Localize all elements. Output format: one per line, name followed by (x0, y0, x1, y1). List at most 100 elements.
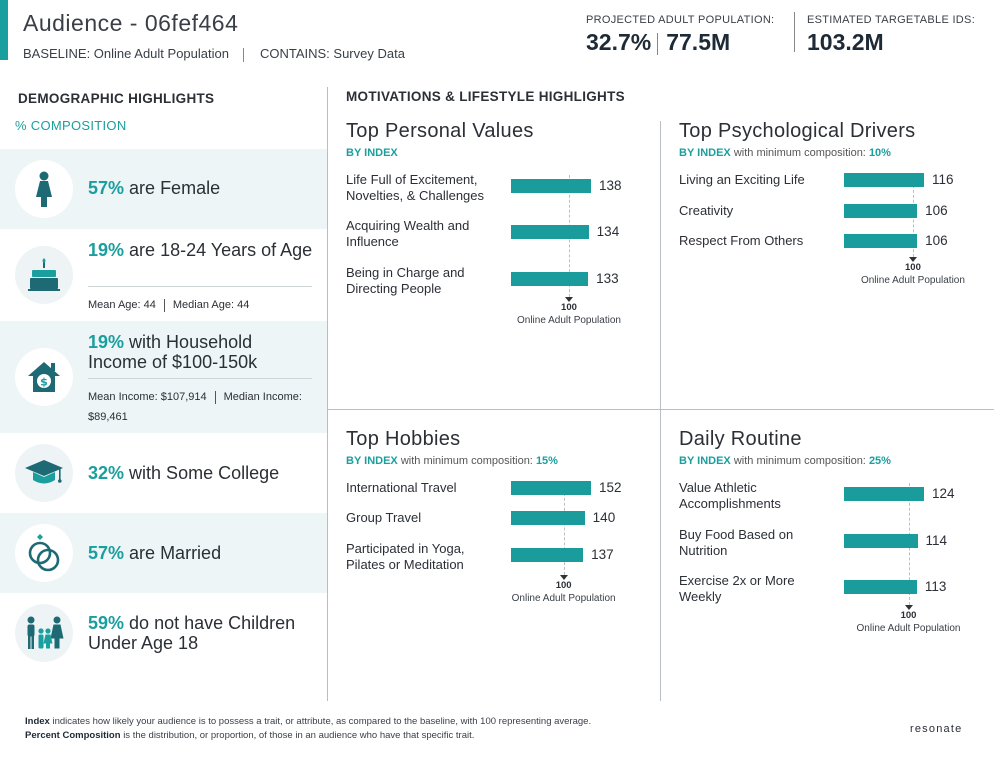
projected-population-values: 32.7% 77.5M (586, 29, 774, 56)
demo-row-income: $ 19% with Household Income of $100-150k… (0, 321, 327, 433)
index-bar-value: 114 (925, 533, 948, 548)
page-title: Audience - 06fef464 (23, 10, 239, 36)
median-age: Median Age: 44 (172, 299, 250, 311)
index-bar-value: 138 (599, 178, 622, 193)
index-bar-value: 113 (924, 579, 947, 594)
baseline-arrow-icon (564, 297, 573, 302)
index-bar-label: International Travel (346, 480, 457, 495)
baseline-value: 100 (561, 302, 577, 313)
index-bar-label: Being in Charge and Directing People (346, 265, 465, 296)
demographic-highlights-title: DEMOGRAPHIC HIGHLIGHTS (18, 91, 215, 106)
demo-sub-age: Mean Age: 44 Median Age: 44 (88, 286, 312, 315)
index-bar-label: Buy Food Based on Nutrition (679, 527, 794, 558)
panel-personal-values: Top Personal Values BY INDEX Life Full o… (346, 120, 646, 400)
left-panel-divider (327, 87, 328, 701)
panel-subtitle: BY INDEX (346, 147, 398, 159)
index-bar (511, 511, 585, 525)
demo-row-married: 57% are Married (0, 513, 327, 593)
demo-text-education: 32% with Some College (88, 463, 280, 483)
resonate-logo: resonate (910, 723, 963, 735)
composition-label: % COMPOSITION (15, 118, 127, 133)
index-bar-label: Creativity (679, 203, 734, 218)
panel-hobbies: Top Hobbies BY INDEX with minimum compos… (346, 428, 646, 698)
index-bar-value: 106 (925, 233, 948, 248)
index-bar-label: Living an Exciting Life (679, 172, 805, 187)
index-bar-label: Participated in Yoga, Pilates or Meditat… (346, 541, 465, 572)
index-bar-label: Exercise 2x or More Weekly (679, 573, 795, 604)
panel-horizontal-divider (328, 409, 994, 410)
birthday-cake-icon (15, 246, 73, 304)
panel-subtitle: BY INDEX with minimum composition: 25% (679, 455, 891, 467)
baseline-value: 100 (555, 580, 572, 591)
header-subtitle: BASELINE: Online Adult Population CONTAIN… (23, 46, 405, 62)
index-bar (511, 272, 589, 286)
family-icon (15, 604, 73, 662)
demo-text-age: 19% are 18-24 Years of Age (88, 240, 313, 260)
index-bar (844, 234, 918, 248)
contains-label: CONTAINS: Survey Data (259, 46, 405, 61)
header-accent-bar (0, 0, 8, 60)
index-bar-value: 133 (596, 271, 619, 286)
baseline-arrow-icon (904, 605, 913, 610)
demo-row-education: 32% with Some College (0, 433, 327, 513)
projected-population-count: 77.5M (666, 29, 731, 55)
index-bar-value: 137 (591, 547, 614, 562)
footer-composition-definition: Percent Composition is the distribution,… (25, 730, 475, 741)
baseline-value: 100 (900, 610, 917, 621)
baseline-label: Online Adult Population (516, 315, 621, 326)
panel-subtitle: BY INDEX with minimum composition: 15% (346, 455, 558, 467)
projected-population-stat: PROJECTED ADULT POPULATION: 32.7% 77.5M (586, 14, 774, 56)
footer-index-definition: Index indicates how likely your audience… (25, 716, 592, 727)
index-bar (844, 580, 917, 594)
panel-subtitle: BY INDEX with minimum composition: 10% (679, 147, 891, 159)
wedding-rings-icon (15, 524, 73, 582)
baseline-label: BASELINE: Online Adult Population (23, 46, 229, 61)
subtitle-divider (242, 47, 244, 62)
index-bar-label: Respect From Others (679, 233, 804, 248)
motivations-title: MOTIVATIONS & LIFESTYLE HIGHLIGHTS (346, 89, 625, 104)
index-bar (844, 173, 924, 187)
index-bar (511, 481, 591, 495)
index-bar-label: Value Athletic Accomplishments (679, 480, 781, 511)
index-bar-label: Group Travel (346, 510, 422, 525)
graduation-cap-icon (15, 444, 73, 502)
demo-text-income: 19% with Household Income of $100-150k (88, 332, 258, 372)
index-bar-value: 152 (599, 480, 622, 495)
index-bar (511, 225, 589, 239)
baseline-line (563, 483, 565, 575)
baseline-arrow-icon (559, 575, 568, 580)
targetable-ids-value: 103.2M (807, 29, 884, 55)
index-bar-value: 106 (925, 203, 948, 218)
demo-text-married: 57% are Married (88, 543, 222, 563)
demo-sub-income: Mean Income: $107,914 Median Income: $89,… (88, 378, 312, 427)
demo-row-children: 59% do not have Children Under Age 18 (0, 593, 327, 673)
panel-title: Daily Routine (679, 428, 802, 450)
index-bar-value: 124 (932, 486, 955, 501)
baseline-label: Online Adult Population (856, 623, 961, 634)
index-bar-label: Life Full of Excitement, Novelties, & Ch… (346, 172, 485, 203)
median-income: Median Income: $89,461 (88, 391, 302, 423)
demo-text-children: 59% do not have Children Under Age 18 (88, 613, 296, 653)
index-bar-value: 134 (596, 224, 620, 239)
mean-income: Mean Income: $107,914 (88, 391, 207, 403)
demo-row-age: 19% are 18-24 Years of Age Mean Age: 44 M… (0, 229, 327, 321)
index-bar-value: 140 (592, 510, 616, 525)
index-bar (844, 204, 918, 218)
mean-age: Mean Age: 44 (88, 299, 156, 311)
stat-value-divider (657, 32, 659, 55)
index-bar-label: Acquiring Wealth and Influence (346, 218, 470, 249)
index-bar-value: 116 (932, 172, 954, 187)
projected-population-label: PROJECTED ADULT POPULATION: (586, 14, 775, 26)
svg-text:$: $ (40, 376, 48, 389)
female-icon (15, 160, 73, 218)
panel-vertical-divider (660, 121, 661, 701)
panel-title: Top Hobbies (346, 428, 461, 450)
panel-title: Top Personal Values (346, 120, 534, 142)
panel-psychological-drivers: Top Psychological Drivers BY INDEX with … (679, 120, 979, 400)
demo-text-female: 57% are Female (88, 178, 221, 198)
index-bar (511, 179, 591, 193)
targetable-ids-label: ESTIMATED TARGETABLE IDS: (807, 14, 976, 26)
index-bar (844, 487, 924, 501)
baseline-label: Online Adult Population (511, 593, 616, 604)
projected-population-pct: 32.7% (586, 29, 652, 55)
